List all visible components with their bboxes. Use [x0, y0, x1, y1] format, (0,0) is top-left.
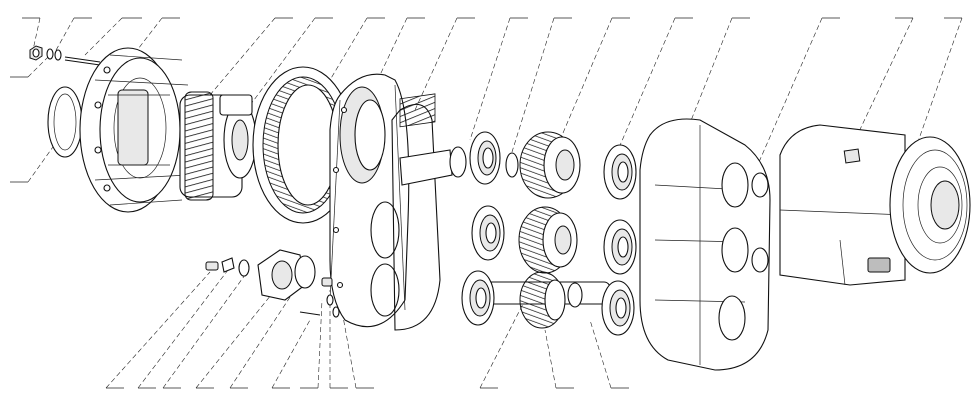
planet-carrier-housing	[79, 47, 189, 213]
callout-top-12	[559, 17, 630, 141]
oil-seal	[294, 255, 316, 289]
callout-top-6	[247, 17, 333, 109]
callout-left-1	[10, 54, 51, 78]
left-callouts	[10, 54, 66, 183]
callout-top-5	[209, 17, 293, 96]
internal-ring-gear	[252, 66, 354, 224]
callout-top-17	[914, 17, 963, 151]
seal-ring-left	[47, 86, 83, 158]
snap-ring	[505, 152, 519, 178]
callout-top-15	[751, 17, 840, 179]
small-screws	[205, 257, 250, 277]
callout-top-1	[22, 17, 41, 51]
callout-top-3	[84, 17, 142, 56]
callout-top-2	[54, 17, 92, 53]
callout-bottom-8	[329, 290, 348, 389]
planet-gear-set	[179, 91, 257, 201]
motor-cover	[779, 124, 971, 286]
callout-bottom-1	[105, 271, 211, 389]
nut-and-washers	[29, 45, 62, 61]
callout-bottom-12	[589, 319, 629, 389]
gearbox-housing	[639, 118, 771, 371]
callout-top-10	[469, 17, 528, 141]
bearing-5	[603, 219, 637, 275]
callout-bottom-5	[229, 281, 301, 389]
bearing-2	[471, 205, 505, 261]
bearing-1	[469, 131, 501, 185]
bearing-3	[461, 270, 495, 326]
callout-bottom-4	[195, 289, 276, 389]
gear-lower-pinion-shaft	[479, 271, 611, 329]
callout-left-2	[10, 129, 66, 183]
gear-middle	[518, 206, 578, 274]
callout-bottom-10	[479, 299, 526, 389]
callout-bottom-6	[271, 319, 311, 389]
callout-bottom-7	[300, 299, 323, 389]
input-shaft	[399, 93, 467, 186]
bearing-6	[601, 280, 635, 336]
callout-top-11	[511, 17, 572, 153]
callout-top-9	[414, 17, 475, 111]
callout-top-8	[379, 17, 425, 76]
callout-top-14	[687, 17, 750, 129]
callout-bottom-3	[162, 274, 246, 389]
callout-top-7	[329, 17, 385, 81]
callout-bottom-11	[544, 329, 574, 389]
bottom-bolts	[299, 277, 340, 318]
callout-top-16	[854, 17, 914, 141]
middle-flange-housing	[329, 73, 410, 328]
bearing-4	[603, 144, 637, 200]
gear-upper	[519, 131, 581, 199]
long-bolt	[64, 56, 101, 66]
bottom-callouts	[105, 269, 629, 389]
callout-top-4	[127, 17, 180, 63]
callout-bottom-2	[137, 269, 229, 389]
top-callouts	[22, 17, 963, 179]
callout-top-13	[617, 17, 693, 151]
